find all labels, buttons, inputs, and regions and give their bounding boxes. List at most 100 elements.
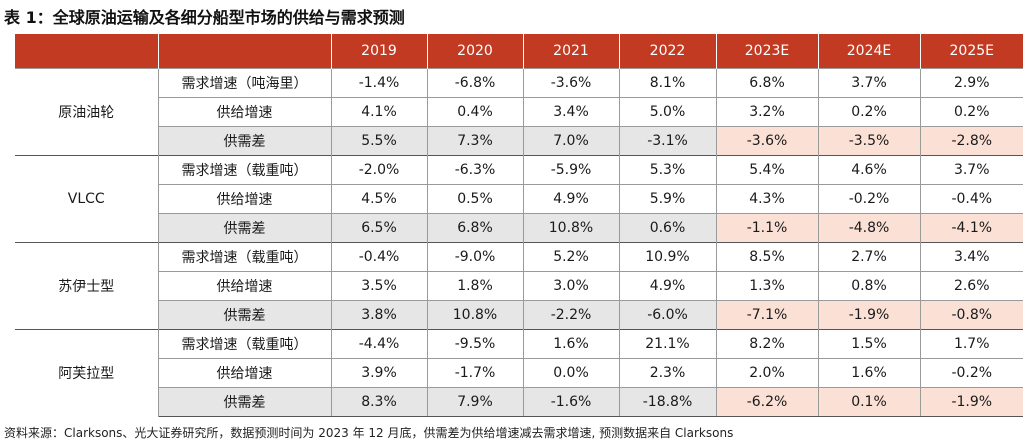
value-cell: -0.2% bbox=[919, 357, 1023, 387]
value-cell: 3.7% bbox=[817, 67, 920, 97]
group-label: 阿芙拉型 bbox=[15, 328, 159, 416]
value-cell: -0.4% bbox=[919, 183, 1023, 213]
value-cell: -1.1% bbox=[715, 212, 818, 242]
value-cell: -1.9% bbox=[817, 299, 920, 329]
table-row: 供给增速 3.5% 1.8% 3.0% 4.9% 1.3% 0.8% 2.6% bbox=[15, 270, 1023, 300]
value-cell: 1.3% bbox=[715, 270, 818, 300]
header-year-2023e: 2023E bbox=[715, 34, 818, 68]
value-cell: 4.9% bbox=[618, 270, 716, 300]
group-label: 苏伊士型 bbox=[15, 241, 159, 329]
value-cell: 3.7% bbox=[919, 154, 1023, 184]
value-cell: 3.2% bbox=[715, 96, 818, 126]
value-cell: 0.8% bbox=[817, 270, 920, 300]
value-cell: 3.9% bbox=[330, 357, 427, 387]
value-cell: 1.6% bbox=[817, 357, 920, 387]
header-year-2025e: 2025E bbox=[919, 34, 1023, 68]
value-cell: 3.4% bbox=[522, 96, 619, 126]
value-cell: 1.8% bbox=[426, 270, 523, 300]
value-cell: 2.3% bbox=[618, 357, 716, 387]
table-row: VLCC 需求增速（载重吨） -2.0% -6.3% -5.9% 5.3% 5.4% 4.6%… bbox=[15, 154, 1023, 242]
value-cell: 4.6% bbox=[817, 154, 920, 184]
table-row: 供需差 5.5% 7.3% 7.0% -3.1% -3.6% -3.5% -2.8% bbox=[15, 125, 1023, 155]
value-cell: 8.3% bbox=[330, 386, 427, 417]
metric-label: 需求增速（载重吨） bbox=[157, 328, 331, 358]
value-cell: -4.8% bbox=[817, 212, 920, 242]
value-cell: -6.3% bbox=[426, 154, 523, 184]
value-cell: -9.0% bbox=[426, 241, 523, 271]
metric-label: 需求增速（吨海里） bbox=[157, 67, 331, 97]
forecast-table: 2019 2020 2021 2022 2023E 2024E 2025E 原油… bbox=[15, 34, 1023, 417]
metric-label: 需求增速（载重吨） bbox=[157, 241, 331, 271]
value-cell: 7.3% bbox=[426, 125, 523, 155]
metric-label: 供给增速 bbox=[157, 357, 331, 387]
table-row: 阿芙拉型 需求增速（载重吨） -4.4% -9.5% 1.6% 21.1% 8.2% 1.5%… bbox=[15, 328, 1023, 416]
value-cell: -9.5% bbox=[426, 328, 523, 358]
value-cell: 1.7% bbox=[919, 328, 1023, 358]
value-cell: -6.0% bbox=[618, 299, 716, 329]
value-cell: 4.3% bbox=[715, 183, 818, 213]
value-cell: 6.5% bbox=[330, 212, 427, 242]
value-cell: 0.2% bbox=[817, 96, 920, 126]
value-cell: 5.5% bbox=[330, 125, 427, 155]
value-cell: 3.4% bbox=[919, 241, 1023, 271]
table-row: 供需差 6.5% 6.8% 10.8% 0.6% -1.1% -4.8% -4.1% bbox=[15, 212, 1023, 242]
value-cell: 6.8% bbox=[715, 67, 818, 97]
group-label: 原油油轮 bbox=[15, 67, 159, 155]
table-body: 原油油轮 需求增速（吨海里） -1.4% -6.8% -3.6% 8.1% 6.8% 3.7%… bbox=[15, 67, 1023, 417]
value-cell: 10.8% bbox=[522, 212, 619, 242]
header-cell bbox=[15, 34, 158, 68]
value-cell: -5.9% bbox=[522, 154, 619, 184]
value-cell: -1.7% bbox=[426, 357, 523, 387]
value-cell: 7.9% bbox=[426, 386, 523, 417]
value-cell: 5.2% bbox=[522, 241, 619, 271]
table-row: 供需差 3.8% 10.8% -2.2% -6.0% -7.1% -1.9% -0.8% bbox=[15, 299, 1023, 329]
table-row: 供给增速 4.1% 0.4% 3.4% 5.0% 3.2% 0.2% 0.2% bbox=[15, 96, 1023, 126]
value-cell: -1.6% bbox=[522, 386, 619, 417]
value-cell: 7.0% bbox=[522, 125, 619, 155]
value-cell: -6.2% bbox=[715, 386, 818, 417]
metric-label: 供给增速 bbox=[157, 96, 331, 126]
metric-label: 供给增速 bbox=[157, 183, 331, 213]
value-cell: 5.9% bbox=[618, 183, 716, 213]
value-cell: -2.0% bbox=[330, 154, 427, 184]
value-cell: 4.1% bbox=[330, 96, 427, 126]
metric-label: 供需差 bbox=[157, 386, 331, 417]
value-cell: -2.8% bbox=[919, 125, 1023, 155]
value-cell: 2.7% bbox=[817, 241, 920, 271]
value-cell: 10.8% bbox=[426, 299, 523, 329]
value-cell: 8.1% bbox=[618, 67, 716, 97]
value-cell: -4.1% bbox=[919, 212, 1023, 242]
metric-label: 供需差 bbox=[157, 125, 331, 155]
value-cell: 0.2% bbox=[919, 96, 1023, 126]
value-cell: 10.9% bbox=[618, 241, 716, 271]
header-year-2024e: 2024E bbox=[817, 34, 920, 68]
header-row: 2019 2020 2021 2022 2023E 2024E 2025E bbox=[15, 34, 1023, 68]
group-label: VLCC bbox=[15, 154, 159, 242]
value-cell: 2.9% bbox=[919, 67, 1023, 97]
table-row: 供给增速 4.5% 0.5% 4.9% 5.9% 4.3% -0.2% -0.4% bbox=[15, 183, 1023, 213]
value-cell: 3.0% bbox=[522, 270, 619, 300]
value-cell: 0.1% bbox=[817, 386, 920, 417]
value-cell: -3.5% bbox=[817, 125, 920, 155]
value-cell: -3.1% bbox=[618, 125, 716, 155]
value-cell: 2.6% bbox=[919, 270, 1023, 300]
metric-label: 供给增速 bbox=[157, 270, 331, 300]
value-cell: 4.9% bbox=[522, 183, 619, 213]
value-cell: 0.6% bbox=[618, 212, 716, 242]
metric-label: 供需差 bbox=[157, 299, 331, 329]
value-cell: 0.4% bbox=[426, 96, 523, 126]
table-row: 原油油轮 需求增速（吨海里） -1.4% -6.8% -3.6% 8.1% 6.8% 3.7%… bbox=[15, 67, 1023, 155]
table-title: 表 1：全球原油运输及各细分船型市场的供给与需求预测 bbox=[4, 8, 405, 27]
value-cell: 0.5% bbox=[426, 183, 523, 213]
value-cell: -2.2% bbox=[522, 299, 619, 329]
value-cell: 2.0% bbox=[715, 357, 818, 387]
table-row: 供需差 8.3% 7.9% -1.6% -18.8% -6.2% 0.1% -1.9% bbox=[15, 386, 1023, 417]
header-year-2020: 2020 bbox=[426, 34, 523, 68]
value-cell: -4.4% bbox=[330, 328, 427, 358]
value-cell: 0.0% bbox=[522, 357, 619, 387]
value-cell: -6.8% bbox=[426, 67, 523, 97]
value-cell: -0.8% bbox=[919, 299, 1023, 329]
header-year-2021: 2021 bbox=[522, 34, 619, 68]
value-cell: 1.5% bbox=[817, 328, 920, 358]
value-cell: 5.0% bbox=[618, 96, 716, 126]
